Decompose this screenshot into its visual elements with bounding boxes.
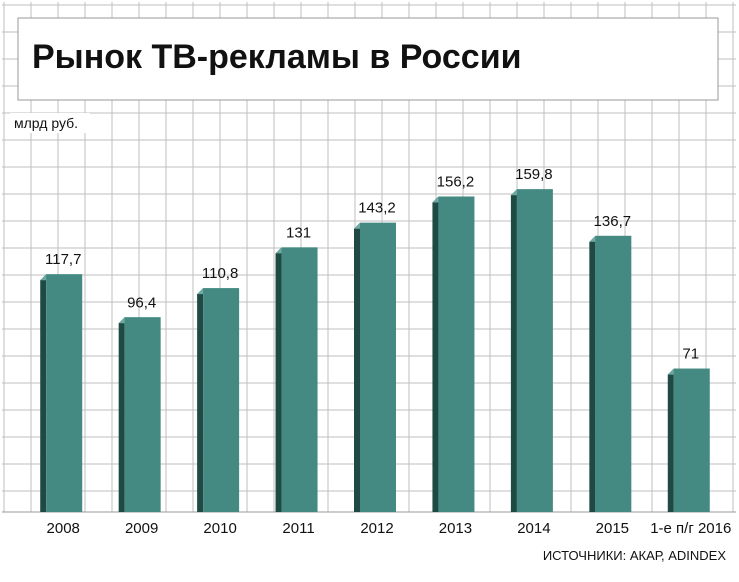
bar-value-label: 136,7 <box>594 213 632 230</box>
bar <box>46 274 83 512</box>
bars <box>40 189 710 513</box>
bar-value-label: 143,2 <box>358 200 396 217</box>
source-note: ИСТОЧНИКИ: АКАР, ADINDEX <box>543 548 726 563</box>
bar-side <box>118 317 125 512</box>
bar <box>516 189 553 513</box>
bar <box>360 222 396 512</box>
x-tick-label: 2013 <box>439 520 472 537</box>
bar <box>124 317 161 512</box>
bar <box>281 247 318 512</box>
bar-value-label: 131 <box>286 224 311 241</box>
bar-side <box>197 288 204 512</box>
unit-label: млрд руб. <box>14 115 78 131</box>
bar-side <box>40 274 47 512</box>
bar-value-label: 159,8 <box>515 166 553 183</box>
x-tick-label: 2008 <box>47 520 80 537</box>
bar-side <box>589 235 596 512</box>
bar <box>203 288 240 512</box>
bar-value-label: 110,8 <box>202 265 238 282</box>
bar <box>595 235 632 512</box>
unit-label-bg <box>10 113 90 133</box>
x-tick-label: 2015 <box>596 520 629 537</box>
bar-value-label: 96,4 <box>127 294 156 311</box>
x-tick-label: 2010 <box>203 520 236 537</box>
title-box <box>17 17 719 101</box>
bar-side <box>354 222 360 512</box>
x-tick-label: 2012 <box>360 520 393 537</box>
x-tick-label: 2014 <box>517 520 550 537</box>
bar-value-label: 156,2 <box>437 173 475 190</box>
x-tick-labels: 2008 2009 2010 2011 2012 2013 2014 2015 1-е п/г … <box>47 520 732 537</box>
x-tick-label: 2009 <box>125 520 158 537</box>
bar-value-label: 71 <box>682 346 699 363</box>
chart-title: Рынок ТВ-рекламы в России <box>32 38 522 76</box>
bar-side <box>275 247 282 512</box>
bar-side <box>667 368 674 512</box>
x-tick-label: 1-е п/г 2016 <box>650 520 731 537</box>
bar <box>673 368 710 512</box>
value-labels: 117,7 96,4 110,8 131 143,2 156,2 159,8 136,7 71 <box>45 166 699 362</box>
x-tick-label: 2011 <box>282 520 314 537</box>
bar <box>438 196 475 512</box>
bar-value-label: 117,7 <box>45 251 81 268</box>
bar-side <box>432 196 439 512</box>
bar-side <box>510 189 517 513</box>
